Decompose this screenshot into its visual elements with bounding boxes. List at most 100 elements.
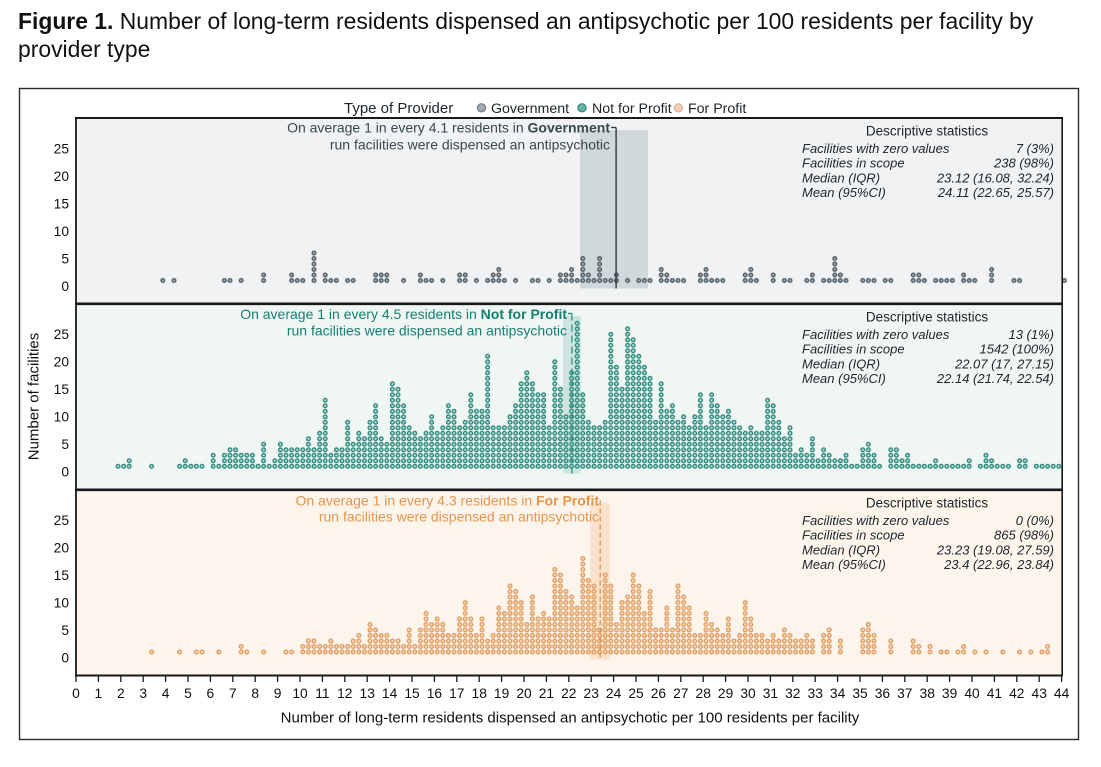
- svg-text:12: 12: [337, 686, 352, 701]
- svg-text:Facilities with zero values: Facilities with zero values: [802, 141, 950, 156]
- svg-text:0: 0: [61, 465, 69, 480]
- svg-text:Government: Government: [491, 101, 569, 117]
- svg-text:Not for Profit: Not for Profit: [592, 101, 672, 117]
- svg-text:37: 37: [897, 686, 912, 701]
- svg-text:13 (1%): 13 (1%): [1008, 327, 1054, 342]
- svg-text:5: 5: [61, 623, 69, 638]
- svg-text:Mean (95%CI): Mean (95%CI): [802, 557, 886, 572]
- svg-text:0: 0: [61, 279, 69, 294]
- svg-text:44: 44: [1054, 686, 1070, 701]
- svg-text:Descriptive statistics: Descriptive statistics: [866, 310, 989, 325]
- svg-text:13: 13: [360, 686, 376, 701]
- svg-text:24: 24: [606, 686, 622, 701]
- svg-text:2: 2: [117, 686, 125, 701]
- svg-text:23.23 (19.08, 27.59): 23.23 (19.08, 27.59): [936, 542, 1054, 557]
- svg-text:Number of facilities: Number of facilities: [26, 333, 43, 461]
- svg-text:39: 39: [942, 686, 958, 701]
- svg-text:11: 11: [315, 686, 329, 701]
- svg-text:Descriptive statistics: Descriptive statistics: [866, 496, 989, 511]
- svg-text:Facilities in scope: Facilities in scope: [802, 156, 905, 171]
- svg-text:29: 29: [718, 686, 734, 701]
- svg-text:run facilities were dispensed: run facilities were dispensed an antipsy…: [330, 136, 610, 152]
- svg-text:22: 22: [561, 686, 576, 701]
- svg-text:22.14 (21.74, 22.54): 22.14 (21.74, 22.54): [936, 371, 1054, 386]
- svg-text:Median (IQR): Median (IQR): [802, 356, 880, 371]
- svg-text:25: 25: [54, 327, 70, 342]
- svg-text:14: 14: [382, 686, 398, 701]
- svg-text:42: 42: [1009, 686, 1024, 701]
- svg-text:Figure 1. Number of long-term: Figure 1. Number of long-term residents …: [18, 8, 1034, 34]
- svg-text:10: 10: [54, 410, 70, 425]
- svg-text:Median (IQR): Median (IQR): [802, 170, 880, 185]
- svg-text:5: 5: [184, 686, 192, 701]
- svg-text:Number of long-term residents: Number of long-term residents dispensed …: [281, 710, 860, 727]
- svg-text:10: 10: [292, 686, 308, 701]
- svg-text:35: 35: [852, 686, 868, 701]
- svg-text:20: 20: [54, 540, 70, 555]
- svg-text:0: 0: [61, 650, 69, 665]
- svg-text:run facilities were dispensed: run facilities were dispensed an antipsy…: [287, 322, 567, 338]
- svg-text:15: 15: [54, 382, 70, 397]
- svg-text:Descriptive statistics: Descriptive statistics: [866, 124, 989, 139]
- svg-text:5: 5: [61, 251, 69, 266]
- svg-text:run facilities were dispensed: run facilities were dispensed an antipsy…: [319, 509, 599, 525]
- svg-text:26: 26: [651, 686, 667, 701]
- svg-text:Type of Provider: Type of Provider: [344, 100, 453, 117]
- svg-text:20: 20: [54, 355, 70, 370]
- svg-text:10: 10: [54, 595, 70, 610]
- svg-text:7: 7: [229, 686, 237, 701]
- svg-text:19: 19: [494, 686, 510, 701]
- svg-text:38: 38: [920, 686, 936, 701]
- svg-text:provider type: provider type: [18, 36, 150, 62]
- svg-text:32: 32: [785, 686, 800, 701]
- svg-text:8: 8: [251, 686, 259, 701]
- svg-text:27: 27: [673, 686, 688, 701]
- svg-text:24.11 (22.65, 25.57): 24.11 (22.65, 25.57): [937, 185, 1054, 200]
- svg-text:21: 21: [539, 686, 554, 701]
- svg-text:Mean (95%CI): Mean (95%CI): [802, 371, 886, 386]
- svg-text:17: 17: [449, 686, 464, 701]
- svg-text:31: 31: [763, 686, 778, 701]
- svg-text:23: 23: [584, 686, 600, 701]
- svg-text:1: 1: [95, 686, 103, 701]
- svg-text:Facilities with zero values: Facilities with zero values: [802, 327, 950, 342]
- svg-text:Facilities with zero values: Facilities with zero values: [802, 513, 950, 528]
- svg-text:10: 10: [54, 224, 70, 239]
- svg-text:16: 16: [427, 686, 443, 701]
- svg-text:25: 25: [628, 686, 644, 701]
- svg-text:30: 30: [740, 686, 756, 701]
- svg-text:4: 4: [162, 686, 170, 701]
- svg-text:41: 41: [987, 686, 1002, 701]
- svg-text:20: 20: [54, 169, 70, 184]
- svg-text:33: 33: [808, 686, 824, 701]
- svg-text:36: 36: [875, 686, 891, 701]
- svg-text:43: 43: [1032, 686, 1048, 701]
- svg-text:22.07 (17, 27.15): 22.07 (17, 27.15): [954, 356, 1054, 371]
- svg-text:6: 6: [207, 686, 215, 701]
- svg-text:Facilities in scope: Facilities in scope: [802, 342, 905, 357]
- svg-text:On average 1 in every 4.5 resi: On average 1 in every 4.5 residents in N…: [240, 306, 567, 322]
- svg-text:1542 (100%): 1542 (100%): [980, 342, 1054, 357]
- svg-text:Facilities in scope: Facilities in scope: [802, 528, 905, 543]
- svg-text:865 (98%): 865 (98%): [994, 528, 1054, 543]
- svg-text:For Profit: For Profit: [688, 101, 746, 117]
- svg-text:Mean (95%CI): Mean (95%CI): [802, 185, 886, 200]
- svg-text:15: 15: [54, 196, 70, 211]
- svg-text:3: 3: [139, 686, 147, 701]
- svg-text:On average 1 in every 4.3 resi: On average 1 in every 4.3 residents in F…: [296, 493, 600, 509]
- svg-text:5: 5: [61, 437, 69, 452]
- svg-text:7 (3%): 7 (3%): [1016, 141, 1054, 156]
- svg-text:On average 1 in every 4.1 resi: On average 1 in every 4.1 residents in G…: [287, 119, 610, 135]
- svg-text:18: 18: [472, 686, 488, 701]
- svg-text:Median (IQR): Median (IQR): [802, 542, 880, 557]
- svg-text:23.4 (22.96, 23.84): 23.4 (22.96, 23.84): [943, 557, 1054, 572]
- svg-text:15: 15: [404, 686, 420, 701]
- svg-text:20: 20: [516, 686, 532, 701]
- svg-text:0: 0: [72, 686, 80, 701]
- svg-text:238 (98%): 238 (98%): [993, 156, 1054, 171]
- svg-text:25: 25: [54, 141, 70, 156]
- svg-text:9: 9: [274, 686, 282, 701]
- svg-text:40: 40: [964, 686, 980, 701]
- svg-text:25: 25: [54, 513, 70, 528]
- svg-text:23.12 (16.08, 32.24): 23.12 (16.08, 32.24): [936, 170, 1054, 185]
